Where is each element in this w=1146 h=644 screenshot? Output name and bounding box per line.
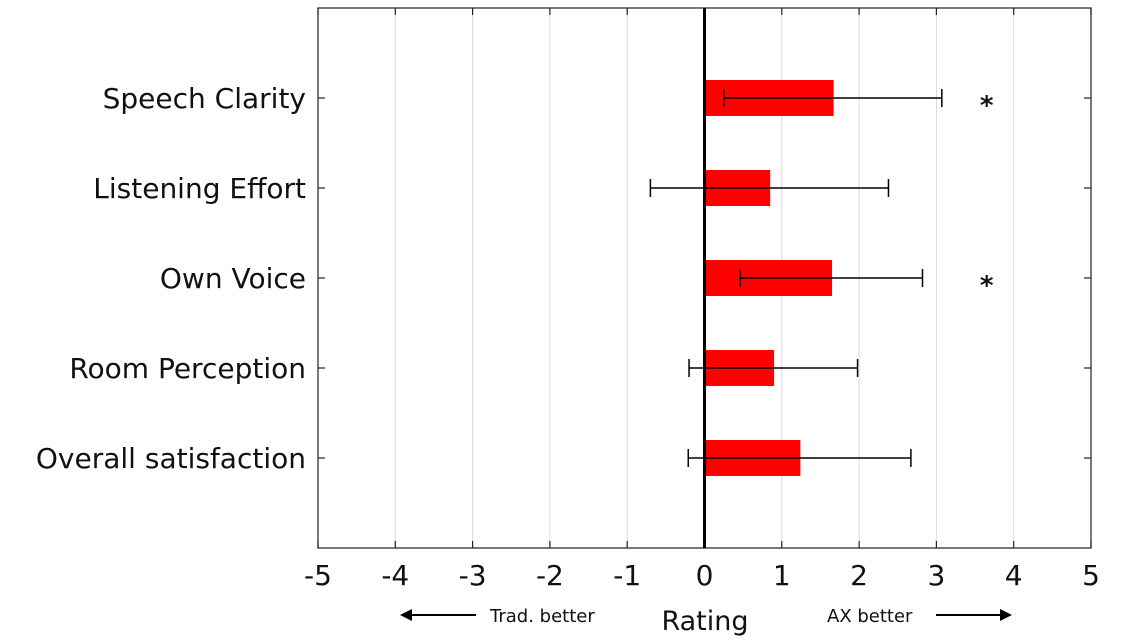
x-tick-label: -3	[459, 559, 487, 592]
x-tick-label: 4	[1005, 559, 1023, 592]
direction-left-label: Trad. better	[489, 606, 595, 627]
category-label: Listening Effort	[93, 172, 306, 205]
tick-marks	[317, 8, 1092, 548]
left-arrow-head	[400, 609, 412, 621]
x-tick-label: -1	[613, 559, 641, 592]
x-tick-label: 2	[850, 559, 868, 592]
category-label: Room Perception	[69, 352, 306, 385]
x-tick-label: 5	[1082, 559, 1100, 592]
category-label: Overall satisfaction	[36, 442, 306, 475]
x-axis-title: Rating	[661, 606, 748, 637]
right-arrow-head	[1000, 609, 1012, 621]
direction-left: Trad. better	[400, 606, 595, 627]
x-tick-label: -5	[304, 559, 332, 592]
x-tick-label: -2	[536, 559, 564, 592]
significance-marks: **	[980, 91, 994, 301]
category-labels: Speech Clarity Listening Effort Own Voice R…	[36, 82, 306, 475]
category-label: Speech Clarity	[103, 82, 306, 115]
x-tick-label: -4	[381, 559, 409, 592]
significance-asterisk: *	[980, 271, 994, 301]
direction-right: AX better	[827, 606, 1012, 627]
significance-asterisk: *	[980, 91, 994, 121]
error-bars	[649, 89, 943, 467]
x-tick-label: 0	[696, 559, 714, 592]
x-tick-label: 1	[773, 559, 791, 592]
x-tick-label: 3	[927, 559, 945, 592]
direction-right-label: AX better	[827, 606, 913, 627]
x-tick-labels: -5 -4 -3 -2 -1 0 1 2 3 4 5	[304, 559, 1100, 592]
category-label: Own Voice	[160, 262, 306, 295]
